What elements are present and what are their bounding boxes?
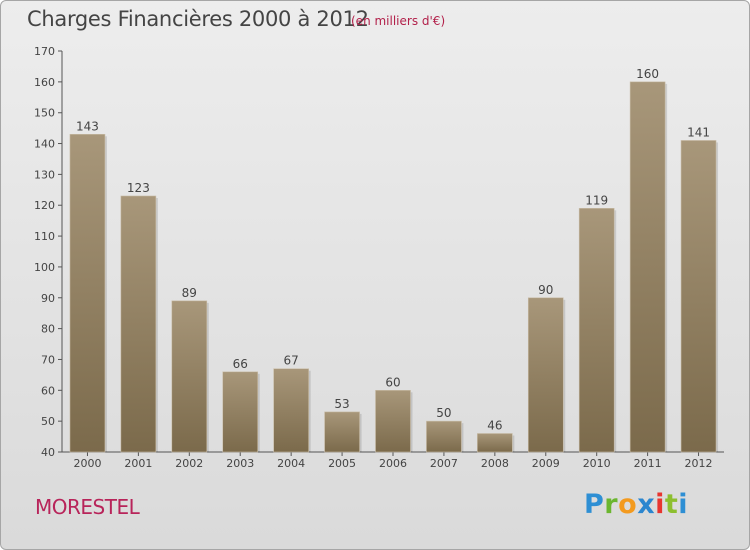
y-tick-label: 90 xyxy=(41,292,55,305)
data-label: 60 xyxy=(385,375,400,389)
city-name: MORESTEL xyxy=(35,495,140,519)
x-tick-label: 2008 xyxy=(481,457,509,470)
y-tick-label: 50 xyxy=(41,415,55,428)
proxiti-logo: Proxiti xyxy=(584,489,688,520)
bar xyxy=(477,433,513,453)
y-tick-label: 40 xyxy=(41,446,55,459)
y-tick-label: 100 xyxy=(34,261,55,274)
y-tick-label: 160 xyxy=(34,76,55,89)
data-label: 123 xyxy=(127,181,150,195)
logo-letter: P xyxy=(584,489,605,520)
y-tick-label: 170 xyxy=(34,45,55,58)
value-labels: 143 123 89 66 67 53 60 50 46 90 119 160 141 xyxy=(76,67,710,433)
logo-letter: r xyxy=(604,489,619,520)
data-label: 53 xyxy=(334,397,349,411)
bar xyxy=(680,140,717,453)
logo-letter: t xyxy=(664,489,679,520)
data-label: 89 xyxy=(182,286,197,300)
y-tick-label: 60 xyxy=(41,384,55,397)
logo-letter: x xyxy=(637,489,656,520)
logo-letter: i xyxy=(655,489,665,520)
bar xyxy=(527,297,564,453)
x-tick-label: 2011 xyxy=(634,457,662,470)
bar xyxy=(171,300,208,453)
x-tick-label: 2006 xyxy=(379,457,407,470)
y-tick-label: 120 xyxy=(34,199,55,212)
logo-letter: o xyxy=(618,489,638,520)
y-tick-label: 140 xyxy=(34,138,55,151)
bar xyxy=(273,368,309,453)
y-tick-label: 70 xyxy=(41,353,55,366)
x-tick-label: 2002 xyxy=(175,457,203,470)
x-tick-label: 2004 xyxy=(277,457,305,470)
data-label: 141 xyxy=(687,125,710,139)
bar xyxy=(120,195,157,453)
x-tick-label: 2012 xyxy=(685,457,713,470)
axes: 40 50 60 70 80 90 100 110 120 130 140 150 160 170 2000… xyxy=(34,45,724,470)
bar xyxy=(629,81,666,453)
x-tick-label: 2007 xyxy=(430,457,458,470)
bar xyxy=(578,208,615,453)
bars xyxy=(69,81,719,453)
data-label: 143 xyxy=(76,119,99,133)
unit-note: (en milliers d'€) xyxy=(351,14,446,28)
data-label: 90 xyxy=(538,283,553,297)
x-tick-label: 2001 xyxy=(124,457,152,470)
data-label: 66 xyxy=(233,357,248,371)
y-tick-label: 130 xyxy=(34,168,55,181)
data-label: 50 xyxy=(436,406,451,420)
chart-title: Charges Financières 2000 à 2012 xyxy=(27,7,369,31)
bar xyxy=(426,420,462,453)
logo-letter: i xyxy=(678,489,689,520)
bar xyxy=(222,371,259,453)
y-tick-label: 80 xyxy=(41,323,55,336)
bar xyxy=(375,390,411,453)
x-tick-label: 2009 xyxy=(532,457,560,470)
y-tick-label: 150 xyxy=(34,107,55,120)
x-tick-label: 2000 xyxy=(73,457,101,470)
y-tick-label: 110 xyxy=(34,230,55,243)
data-label: 46 xyxy=(487,418,502,432)
data-label: 67 xyxy=(284,354,299,368)
data-label: 119 xyxy=(585,193,608,207)
x-tick-label: 2010 xyxy=(583,457,611,470)
data-label: 160 xyxy=(636,67,659,81)
x-tick-label: 2005 xyxy=(328,457,356,470)
x-tick-label: 2003 xyxy=(226,457,254,470)
bar xyxy=(69,133,106,453)
bar xyxy=(324,411,360,453)
